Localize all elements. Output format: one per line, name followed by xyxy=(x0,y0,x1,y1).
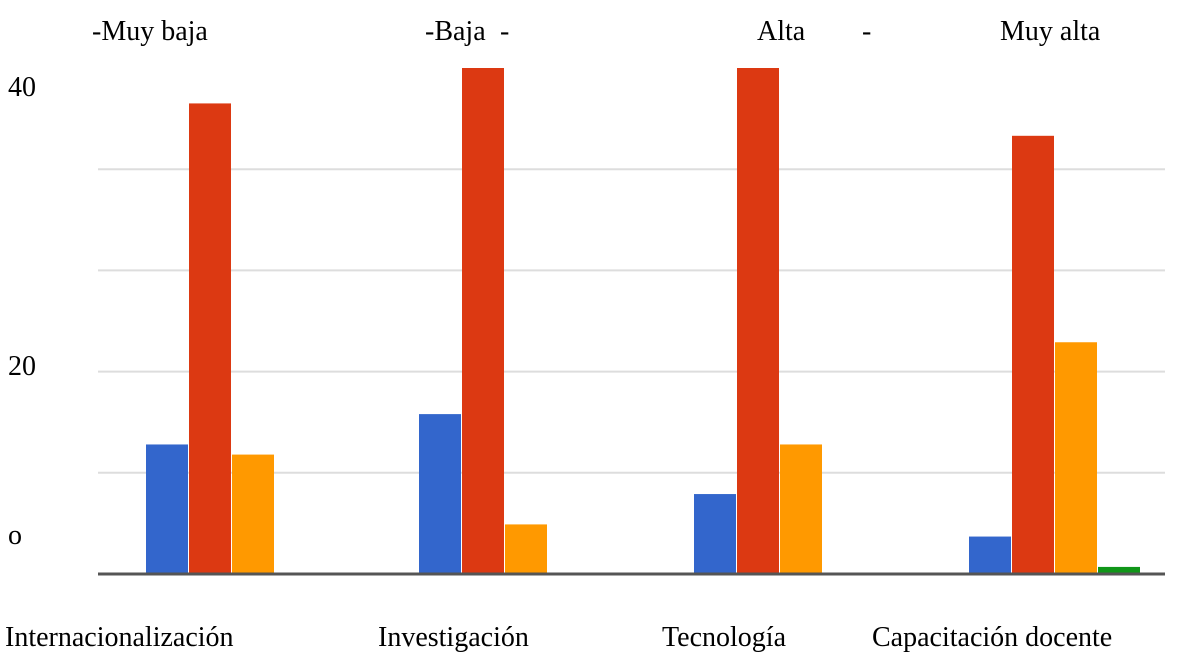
y-tick-label-20: 20 xyxy=(8,351,36,382)
category-label-investigacion: Investigación xyxy=(378,622,529,653)
gridlines xyxy=(98,168,1165,474)
bar xyxy=(737,68,779,574)
legend-label-muy-baja: -Muy baja xyxy=(92,16,208,47)
bar xyxy=(146,444,188,574)
y-tick-label-0: o xyxy=(8,520,22,551)
x-axis-categories: Internacionalización Investigación Tecno… xyxy=(5,622,1112,653)
legend-dash-2: - xyxy=(862,16,871,47)
legend-dash-1: - xyxy=(500,16,509,47)
bar xyxy=(232,454,274,574)
bar xyxy=(1055,342,1097,574)
y-tick-label-40: 40 xyxy=(8,72,36,103)
y-axis-ticks: o 20 40 xyxy=(8,72,36,551)
legend-label-muy-alta: Muy alta xyxy=(1000,16,1101,47)
legend-label-baja: -Baja xyxy=(425,16,486,47)
bar xyxy=(462,68,504,574)
bar xyxy=(419,414,461,574)
legend-label-alta: Alta xyxy=(757,16,806,47)
bar xyxy=(780,444,822,574)
bar xyxy=(189,103,231,575)
bar xyxy=(1098,566,1140,574)
category-label-tecnologia: Tecnología xyxy=(662,622,787,653)
category-label-capacitacion-docente: Capacitación docente xyxy=(872,622,1112,653)
category-label-internacionalizacion: Internacionalización xyxy=(5,622,234,653)
bar xyxy=(969,536,1011,574)
bar xyxy=(505,524,547,574)
legend: -Muy baja -Baja - Alta - Muy alta xyxy=(92,16,1101,47)
bar xyxy=(694,494,736,574)
bar xyxy=(1012,135,1054,574)
bars xyxy=(146,68,1140,575)
